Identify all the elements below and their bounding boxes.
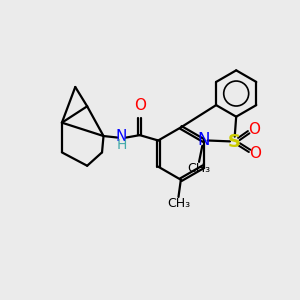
Text: O: O: [248, 122, 260, 137]
Text: CH₃: CH₃: [167, 197, 190, 210]
Text: H: H: [116, 138, 127, 152]
Text: CH₃: CH₃: [188, 162, 211, 175]
Text: O: O: [134, 98, 146, 113]
Text: O: O: [249, 146, 261, 161]
Text: N: N: [116, 129, 127, 144]
Text: S: S: [228, 133, 241, 151]
Text: N: N: [197, 131, 210, 149]
